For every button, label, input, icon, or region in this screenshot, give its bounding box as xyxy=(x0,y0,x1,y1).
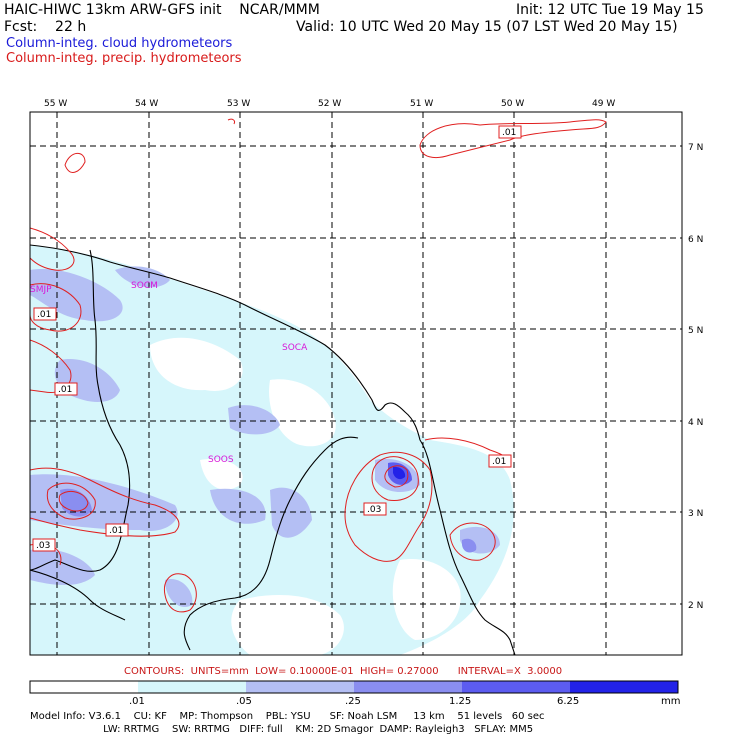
clear-area xyxy=(231,595,344,655)
cloud-fill-medium xyxy=(228,405,280,435)
lon-label: 54 W xyxy=(135,99,158,109)
lat-label: 7 N xyxy=(688,143,703,153)
precip-contour xyxy=(46,482,96,520)
precip-contour xyxy=(58,491,89,512)
colorbar-unit: mm xyxy=(661,696,681,707)
cloud-fill-medium xyxy=(210,488,266,524)
clear-area xyxy=(200,459,243,490)
station-label: SMJP xyxy=(30,285,52,295)
precip-contour xyxy=(384,465,409,488)
colorbar xyxy=(29,680,679,694)
coast-line xyxy=(30,244,516,655)
field-cloud-label: Column-integ. cloud hydrometeors xyxy=(6,36,233,51)
model-info-line1: Model Info: V3.6.1 CU: KF MP: Thompson P… xyxy=(30,711,545,722)
contour-label-text: .01 xyxy=(502,128,516,138)
colorbar-segment xyxy=(462,681,570,693)
contour-label-box: .01 xyxy=(33,307,57,321)
contour-label-box: .01 xyxy=(488,454,512,468)
precip-contour xyxy=(30,467,180,537)
colorbar-segment xyxy=(30,681,138,693)
cloud-fill-darkest xyxy=(393,466,406,480)
contour-label-text: .01 xyxy=(58,385,72,395)
lon-label: 55 W xyxy=(44,99,67,109)
map-frame xyxy=(29,111,683,656)
precip-contour xyxy=(64,152,86,173)
shaded-field xyxy=(30,245,514,655)
precip-contour xyxy=(371,456,419,501)
lat-label: 5 N xyxy=(688,326,703,336)
lat-label: 2 N xyxy=(688,601,703,611)
init-time: Init: 12 UTC Tue 19 May 15 xyxy=(516,2,704,18)
station-labels: SMJP SOCM SOCA SOOS xyxy=(30,281,308,465)
lat-label: 6 N xyxy=(688,235,703,245)
precip-contour xyxy=(449,522,496,561)
precip-contour xyxy=(419,119,607,158)
contour-label-box: .01 xyxy=(54,382,78,396)
clear-area xyxy=(150,337,243,391)
lat-label: 4 N xyxy=(688,418,703,428)
contour-label-text: .01 xyxy=(109,526,123,536)
clear-area xyxy=(392,559,461,640)
cloud-fill-medium xyxy=(165,579,193,608)
colorbar-frame xyxy=(29,680,679,694)
cloud-fill-medium xyxy=(30,549,95,585)
colorbar-tick: 6.25 xyxy=(557,696,580,707)
lon-label: 50 W xyxy=(501,99,524,109)
contour-label-box: .03 xyxy=(363,502,387,516)
contour-label-text: .03 xyxy=(367,505,381,515)
precip-contour xyxy=(30,227,75,271)
cloud-fill-medium xyxy=(30,474,178,531)
cloud-fill-medium xyxy=(270,487,312,538)
precip-contour xyxy=(227,118,235,125)
lon-label: 53 W xyxy=(227,99,250,109)
contour-value-labels: .01 .01 .01 .01 .03 .01 .03 xyxy=(32,125,522,552)
colorbar-tick: .05 xyxy=(236,696,252,707)
precip-contour xyxy=(30,339,72,394)
field-precip-label: Column-integ. precip. hydrometeors xyxy=(6,51,242,66)
colorbar-segment xyxy=(246,681,354,693)
colorbar-tick: .25 xyxy=(345,696,361,707)
model-info-line2: LW: RRTMG SW: RRTMG DIFF: full KM: 2D Sm… xyxy=(30,724,534,735)
lon-label: 49 W xyxy=(592,99,615,109)
colorbar-segment xyxy=(138,681,246,693)
contour-label-text: .03 xyxy=(36,541,50,551)
contour-label-box: .03 xyxy=(32,538,56,552)
valid-time: Valid: 10 UTC Wed 20 May 15 (07 LST Wed … xyxy=(296,19,678,35)
colorbar-tick: 1.25 xyxy=(449,696,472,707)
axis-labels: 55 W 54 W 53 W 52 W 51 W 50 W 49 W 7 N 6… xyxy=(44,99,703,611)
colorbar-segment xyxy=(354,681,462,693)
cloud-fill-medium xyxy=(115,266,170,288)
border-suriname-fg xyxy=(183,436,359,651)
precip-contour xyxy=(163,573,197,613)
coastline xyxy=(30,244,516,655)
station-label: SOCA xyxy=(282,343,308,353)
contour-info: CONTOURS: UNITS=mm LOW= 0.10000E-01 HIGH… xyxy=(124,666,563,677)
precip-contour xyxy=(344,451,433,562)
station-label: SOCM xyxy=(131,281,158,291)
lon-label: 51 W xyxy=(410,99,433,109)
colorbar-segment xyxy=(570,681,678,693)
contour-label-box: .01 xyxy=(498,125,522,139)
colorbar-tick: .01 xyxy=(129,696,145,707)
contour-label-text: .01 xyxy=(37,310,51,320)
clear-area xyxy=(269,379,336,447)
lon-label: 52 W xyxy=(318,99,341,109)
lat-label: 3 N xyxy=(688,509,703,519)
precip-contours xyxy=(30,118,607,613)
border-south xyxy=(30,569,126,621)
forecast-hour: Fcst: 22 h xyxy=(4,19,87,35)
border-suriname-guyana xyxy=(30,249,131,572)
contour-label-text: .01 xyxy=(492,457,506,467)
graticule xyxy=(30,112,682,655)
cloud-fill-dark xyxy=(462,538,477,553)
precip-contour xyxy=(30,283,82,332)
contour-label-box: .01 xyxy=(105,523,129,537)
plot-title: HAIC-HIWC 13km ARW-GFS init NCAR/MMM xyxy=(4,2,320,18)
station-label: SOOS xyxy=(208,455,234,465)
